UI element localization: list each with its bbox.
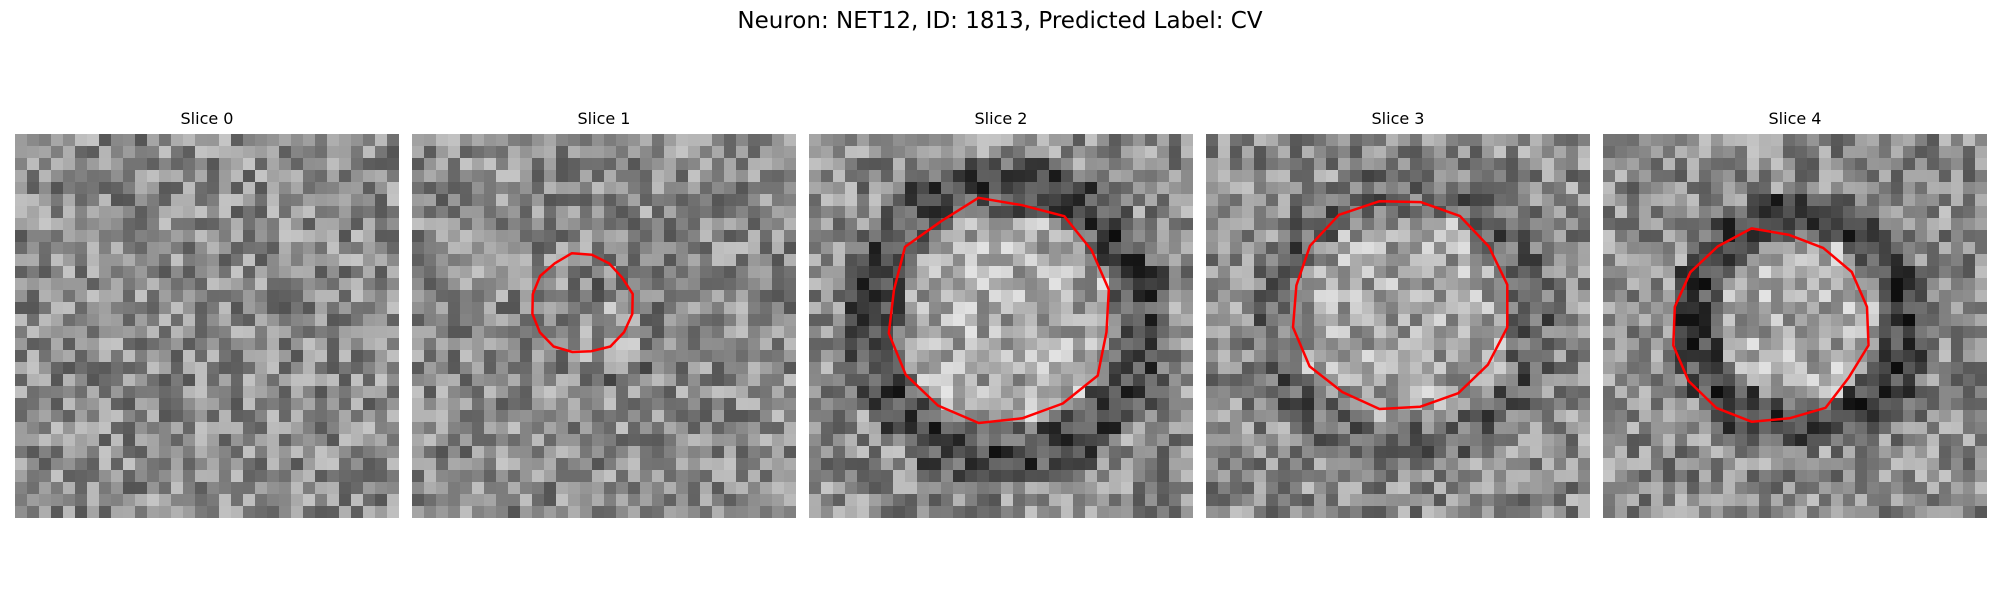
slice-title: Slice 3	[1371, 109, 1425, 128]
segmentation-contour	[1291, 200, 1509, 411]
slice-panel-4: Slice 4	[1603, 108, 1987, 518]
slice-title: Slice 1	[577, 109, 631, 128]
slice-image	[809, 134, 1193, 518]
slice-panel-0: Slice 0	[15, 108, 399, 518]
slice-title: Slice 0	[180, 109, 234, 128]
segmentation-contour	[1672, 227, 1870, 424]
slice-image	[1206, 134, 1590, 518]
slice-panel-1: Slice 1	[412, 108, 796, 518]
slice-panel-3: Slice 3	[1206, 108, 1590, 518]
slice-image	[15, 134, 399, 518]
slice-image	[1603, 134, 1987, 518]
slice-title: Slice 4	[1768, 109, 1822, 128]
slice-image	[412, 134, 796, 518]
slice-panel-2: Slice 2	[809, 108, 1193, 518]
segmentation-contour	[887, 196, 1111, 425]
segmentation-contour	[531, 251, 634, 354]
figure-title: Neuron: NET12, ID: 1813, Predicted Label…	[737, 8, 1263, 34]
slice-title: Slice 2	[974, 109, 1028, 128]
